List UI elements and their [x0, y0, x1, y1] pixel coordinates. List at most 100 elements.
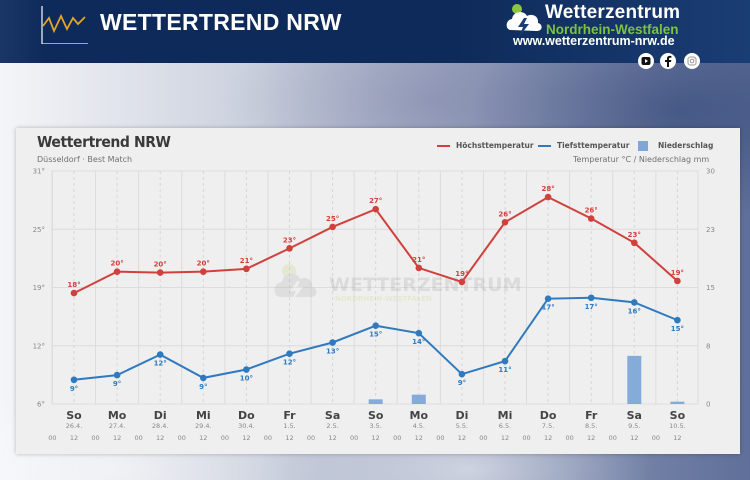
brand-name: Wetterzentrum [545, 2, 681, 23]
svg-text:WETTERZENTRUM: WETTERZENTRUM [329, 274, 522, 296]
x-hour-tick: 12 [501, 434, 509, 442]
y-right-tick: 8 [706, 342, 710, 350]
data-point [631, 239, 638, 247]
value-label: 21° [240, 257, 253, 265]
value-label: 27° [369, 197, 382, 205]
data-point [501, 357, 509, 365]
data-point [631, 299, 638, 306]
value-label: 23° [283, 236, 296, 244]
data-point [415, 329, 423, 337]
x-hour-tick: 00 [436, 434, 444, 442]
x-hour-tick: 12 [113, 434, 121, 442]
data-point [200, 374, 207, 382]
x-hour-tick: 12 [415, 434, 423, 442]
x-hour-tick: 00 [522, 434, 530, 442]
value-label: 20° [110, 260, 123, 268]
legend-item-low-temp[interactable]: Tiefsttemperatur [538, 141, 629, 150]
trend-chart-logo-icon [41, 6, 88, 44]
legend-item-high-temp[interactable]: Höchsttemperatur [437, 141, 534, 150]
x-day-label: Do [540, 409, 557, 422]
precipitation-bar [670, 401, 685, 404]
x-date-label: 2.5. [326, 422, 338, 430]
x-hour-tick: 12 [630, 434, 638, 442]
x-day-label: Mi [196, 409, 211, 422]
x-day-label: Sa [627, 409, 642, 422]
precipitation-bar [368, 399, 383, 404]
value-label: 26° [498, 210, 511, 218]
value-label: 25° [326, 215, 339, 223]
value-label: 9° [458, 379, 466, 387]
value-label: 19° [671, 269, 684, 277]
x-day-label: Mo [108, 409, 127, 422]
x-day-label: Fr [283, 409, 296, 422]
data-point [458, 278, 466, 286]
data-point [329, 223, 336, 231]
x-day-label: Fr [585, 409, 598, 422]
x-hour-tick: 00 [48, 434, 56, 442]
brand-url-link[interactable]: www.wetterzentrum-nrw.de [513, 34, 675, 48]
x-hour-tick: 00 [393, 434, 401, 442]
youtube-icon[interactable] [638, 53, 654, 69]
watermark: WETTERZENTRUM NORDRHEIN-WESTFALEN [274, 264, 522, 303]
precipitation-bars [368, 355, 685, 404]
y-left-tick: 31° [33, 168, 45, 176]
y-left-tick: 12° [33, 342, 45, 350]
value-label: 16° [628, 307, 641, 315]
x-hour-tick: 12 [156, 434, 164, 442]
x-date-label: 3.5. [369, 422, 381, 430]
data-point [674, 277, 681, 285]
data-point [243, 265, 250, 273]
data-point [113, 371, 121, 379]
facebook-icon[interactable] [660, 53, 676, 69]
brand-logo[interactable]: Wetterzentrum Nordrhein-Westfalen www.we… [505, 0, 750, 70]
value-label: 21° [412, 256, 425, 264]
x-day-label: Di [154, 409, 167, 422]
value-label: 9° [113, 380, 121, 388]
data-point [329, 339, 336, 346]
y-right-tick: 30 [706, 168, 715, 176]
value-label: 12° [154, 360, 167, 368]
x-hour-tick: 00 [135, 434, 143, 442]
data-point [372, 205, 380, 213]
data-point [286, 245, 293, 252]
data-point [501, 218, 509, 226]
value-label: 14° [412, 338, 425, 346]
x-hour-tick: 12 [328, 434, 336, 442]
x-hour-tick: 00 [566, 434, 574, 442]
x-date-label: 4.5. [413, 422, 425, 430]
value-label: 18° [67, 281, 80, 289]
instagram-icon[interactable] [684, 53, 700, 69]
axis-unit-label: Temperatur °C / Niederschlag mm [573, 155, 710, 164]
data-point [458, 370, 466, 378]
x-hour-tick: 00 [609, 434, 617, 442]
x-hour-tick: 00 [91, 434, 99, 442]
x-hour-tick: 12 [673, 434, 681, 442]
x-day-label: So [368, 409, 384, 422]
legend-item-precipitation[interactable]: Niederschlag [638, 141, 713, 151]
x-date-label: 29.4. [195, 422, 212, 430]
cloud-lightning-icon [506, 4, 542, 37]
x-day-label: Sa [325, 409, 340, 422]
data-point [156, 269, 164, 276]
x-hour-tick: 12 [199, 434, 207, 442]
x-date-label: 28.4. [152, 422, 169, 430]
x-hour-tick: 00 [307, 434, 315, 442]
value-label: 15° [671, 325, 684, 333]
data-point [415, 264, 423, 272]
data-point [544, 193, 552, 201]
x-day-label: So [670, 409, 686, 422]
x-hour-tick: 12 [285, 434, 293, 442]
value-label: 10° [240, 375, 253, 383]
data-point [674, 316, 681, 324]
line-swatch-icon [538, 145, 551, 147]
data-point [70, 376, 78, 384]
x-hour-tick: 00 [652, 434, 660, 442]
x-hour-tick: 12 [242, 434, 250, 442]
x-hour-tick: 12 [458, 434, 466, 442]
x-date-label: 6.5. [499, 422, 511, 430]
x-hour-tick: 12 [70, 434, 78, 442]
value-label: 15° [369, 331, 382, 339]
chart-subtitle: Düsseldorf · Best Match [37, 155, 133, 164]
value-label: 26° [585, 207, 598, 215]
